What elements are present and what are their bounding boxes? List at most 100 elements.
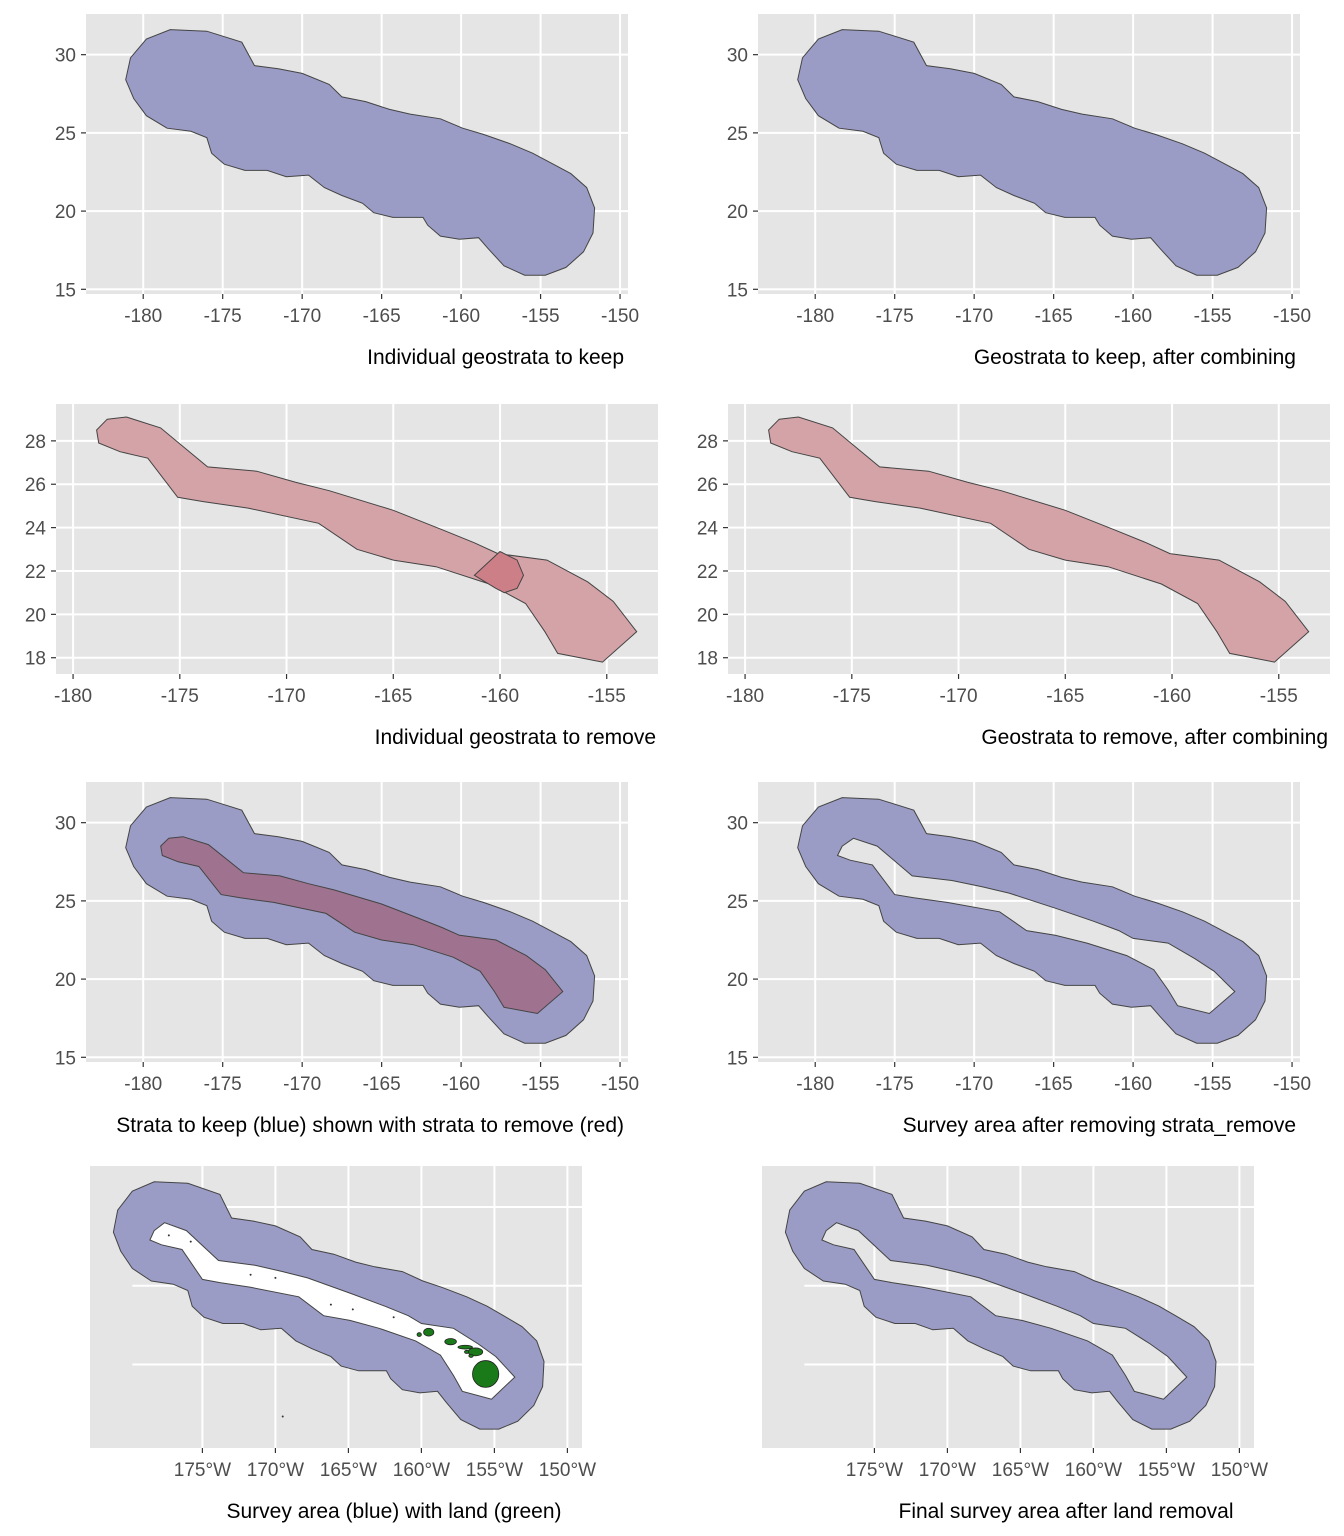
polygons bbox=[797, 797, 1268, 1044]
remove-geostrata-polygon bbox=[768, 416, 1310, 663]
panel-caption: Individual geostrata to remove bbox=[375, 726, 656, 749]
x-tick-label: -180 bbox=[796, 1074, 834, 1095]
x-tick-label: -160 bbox=[481, 686, 519, 707]
land-island bbox=[444, 1338, 457, 1346]
y-tick-label: 18 bbox=[697, 649, 718, 670]
x-tick-label: -165 bbox=[1035, 306, 1073, 327]
remove-strata-polygon bbox=[160, 836, 564, 1015]
panel-caption: Geostrata to keep, after combining bbox=[974, 346, 1296, 369]
remove-geostrata-polygon bbox=[96, 416, 638, 663]
land-island bbox=[416, 1332, 422, 1337]
x-tick-label: -165 bbox=[1046, 686, 1084, 707]
x-tick-label: -155 bbox=[588, 686, 626, 707]
x-tick-label: -175 bbox=[204, 1074, 242, 1095]
land-islet bbox=[167, 1234, 170, 1237]
y-tick-label: 30 bbox=[55, 814, 76, 835]
x-tick-label: -170 bbox=[955, 1074, 993, 1095]
x-tick-label: -155 bbox=[1260, 686, 1298, 707]
x-tick-label: -170 bbox=[268, 686, 306, 707]
land-island bbox=[472, 1360, 500, 1388]
x-tick-label: -165 bbox=[1035, 1074, 1073, 1095]
x-tick-label: 155°W bbox=[1138, 1460, 1195, 1481]
land-islet bbox=[281, 1415, 284, 1418]
x-tick-label: -175 bbox=[876, 1074, 914, 1095]
polygons bbox=[768, 416, 1310, 663]
x-tick-label: 160°W bbox=[393, 1460, 450, 1481]
x-tick-label: -160 bbox=[1114, 1074, 1152, 1095]
x-tick-label: 160°W bbox=[1065, 1460, 1122, 1481]
polygons bbox=[125, 29, 596, 276]
y-tick-label: 22 bbox=[697, 562, 718, 583]
x-tick-label: -180 bbox=[54, 686, 92, 707]
map-panel-8: 175°W 170°W 165°W 160°W 155°W 150°W Final surv… bbox=[762, 1166, 1268, 1523]
y-tick-label: 25 bbox=[55, 892, 76, 913]
x-tick-label: -175 bbox=[876, 306, 914, 327]
map-panel-5: -180 -175 -170 -165 -160 -155 -150 15 20 25 30 Stra… bbox=[55, 782, 639, 1137]
land-island bbox=[464, 1349, 470, 1354]
y-tick-label: 28 bbox=[25, 432, 46, 453]
y-tick-label: 15 bbox=[55, 280, 76, 301]
map-panel-7: 175°W 170°W 165°W 160°W 155°W 150°W Survey are… bbox=[90, 1166, 596, 1523]
x-tick-label: 170°W bbox=[919, 1460, 976, 1481]
remove-geostrata-overlap bbox=[473, 550, 525, 594]
y-tick-label: 25 bbox=[55, 124, 76, 145]
land-islet bbox=[189, 1240, 192, 1243]
y-tick-label: 30 bbox=[727, 814, 748, 835]
map-panel-1: -180 -175 -170 -165 -160 -155 -150 15 20 25 30 Indi… bbox=[55, 14, 639, 369]
panel-caption: Strata to keep (blue) shown with strata … bbox=[116, 1114, 624, 1137]
land-islet bbox=[351, 1308, 354, 1311]
survey-area-polygon bbox=[112, 1181, 545, 1430]
survey-area-polygon bbox=[797, 797, 1268, 1044]
x-tick-label: 155°W bbox=[466, 1460, 523, 1481]
map-panel-4: -180 -175 -170 -165 -160 -155 18 20 22 24 26 28 Geos… bbox=[697, 404, 1330, 749]
x-tick-label: -160 bbox=[1153, 686, 1191, 707]
x-tick-label: -155 bbox=[522, 306, 560, 327]
y-tick-label: 30 bbox=[55, 46, 76, 67]
land-island bbox=[457, 1344, 473, 1350]
panel-caption: Geostrata to remove, after combining bbox=[981, 726, 1328, 749]
y-tick-label: 22 bbox=[25, 562, 46, 583]
x-tick-label: -175 bbox=[204, 306, 242, 327]
y-tick-label: 20 bbox=[55, 970, 76, 991]
y-tick-label: 25 bbox=[727, 892, 748, 913]
x-tick-label: 175°W bbox=[174, 1460, 231, 1481]
x-tick-label: -175 bbox=[161, 686, 199, 707]
x-tick-label: -150 bbox=[1273, 306, 1311, 327]
land-islet bbox=[274, 1276, 277, 1279]
map-panel-6: -180 -175 -170 -165 -160 -155 -150 15 20 25 30 Surv… bbox=[727, 782, 1311, 1137]
y-tick-label: 26 bbox=[697, 475, 718, 496]
keep-geostrata-polygon bbox=[797, 29, 1268, 276]
x-tick-label: -175 bbox=[833, 686, 871, 707]
survey-area-polygon bbox=[784, 1181, 1217, 1430]
survey-interior bbox=[149, 1222, 515, 1400]
polygons bbox=[112, 1181, 545, 1430]
land-islet bbox=[329, 1303, 332, 1306]
x-tick-label: -170 bbox=[955, 306, 993, 327]
y-tick-label: 20 bbox=[727, 970, 748, 991]
x-tick-label: -155 bbox=[1194, 306, 1232, 327]
land-island bbox=[423, 1327, 435, 1337]
y-tick-label: 15 bbox=[727, 280, 748, 301]
panel-caption: Individual geostrata to keep bbox=[367, 346, 624, 369]
x-tick-label: -180 bbox=[726, 686, 764, 707]
x-tick-label: -160 bbox=[1114, 306, 1152, 327]
y-tick-label: 20 bbox=[55, 202, 76, 223]
land-islet bbox=[392, 1316, 395, 1319]
y-tick-label: 18 bbox=[25, 649, 46, 670]
map-panel-3: -180 -175 -170 -165 -160 -155 18 20 22 24 26 28 Indi… bbox=[25, 404, 658, 749]
land-island bbox=[468, 1353, 474, 1358]
x-tick-label: 165°W bbox=[320, 1460, 377, 1481]
x-tick-label: 175°W bbox=[846, 1460, 903, 1481]
y-tick-label: 20 bbox=[697, 605, 718, 626]
y-tick-label: 24 bbox=[25, 519, 47, 540]
x-tick-label: -165 bbox=[363, 306, 401, 327]
x-tick-label: -180 bbox=[796, 306, 834, 327]
y-tick-label: 15 bbox=[727, 1048, 748, 1069]
keep-geostrata-polygon bbox=[125, 29, 596, 276]
panel-caption: Final survey area after land removal bbox=[899, 1500, 1234, 1523]
x-tick-label: 150°W bbox=[1211, 1460, 1268, 1481]
x-tick-label: -150 bbox=[601, 1074, 639, 1095]
x-tick-label: 170°W bbox=[247, 1460, 304, 1481]
polygons bbox=[784, 1181, 1217, 1430]
x-tick-label: -150 bbox=[601, 306, 639, 327]
